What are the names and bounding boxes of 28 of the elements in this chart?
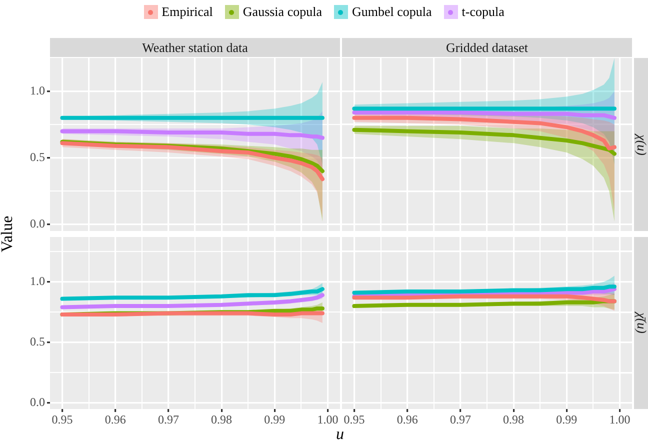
x-tick-label: 0.98 [211,412,232,426]
chart-title: Weather station data [50,38,340,57]
x-axis-title: u [335,426,345,444]
x-tick-label: 1.00 [317,412,338,426]
x-tick-label: 0.97 [158,412,179,426]
x-tick-label: 1.00 [609,412,630,426]
legend-label: Gumbel copula [352,4,432,20]
x-tick-label: 0.99 [264,412,286,426]
chart-title: Gridded dataset [342,38,632,57]
y-axis-title: Value [0,214,17,254]
legend-label: Empirical [162,4,213,20]
legend-label: t-copula [462,4,504,20]
y-tick-label: 0.5 [30,150,45,164]
x-tick-label: 0.97 [450,412,471,426]
text: χ(u) [633,134,648,155]
x-tick-label: 0.99 [556,412,578,426]
x-tick-label: 0.96 [104,412,126,426]
legend-label: Gaussia copula [242,4,322,20]
y-tick-label: 0.0 [30,216,45,230]
y-tick-label: 0.5 [30,334,45,349]
x-tick-label: 0.95 [52,412,73,426]
text: χ̄(u) [633,312,648,334]
y-tick-label: 1.0 [30,274,45,288]
y-tick-label: 0.0 [30,395,45,410]
x-tick-label: 0.96 [396,412,418,426]
x-tick-label: 0.98 [503,412,524,426]
x-tick-label: 0.95 [344,412,365,426]
y-tick-label: 1.0 [30,83,45,98]
